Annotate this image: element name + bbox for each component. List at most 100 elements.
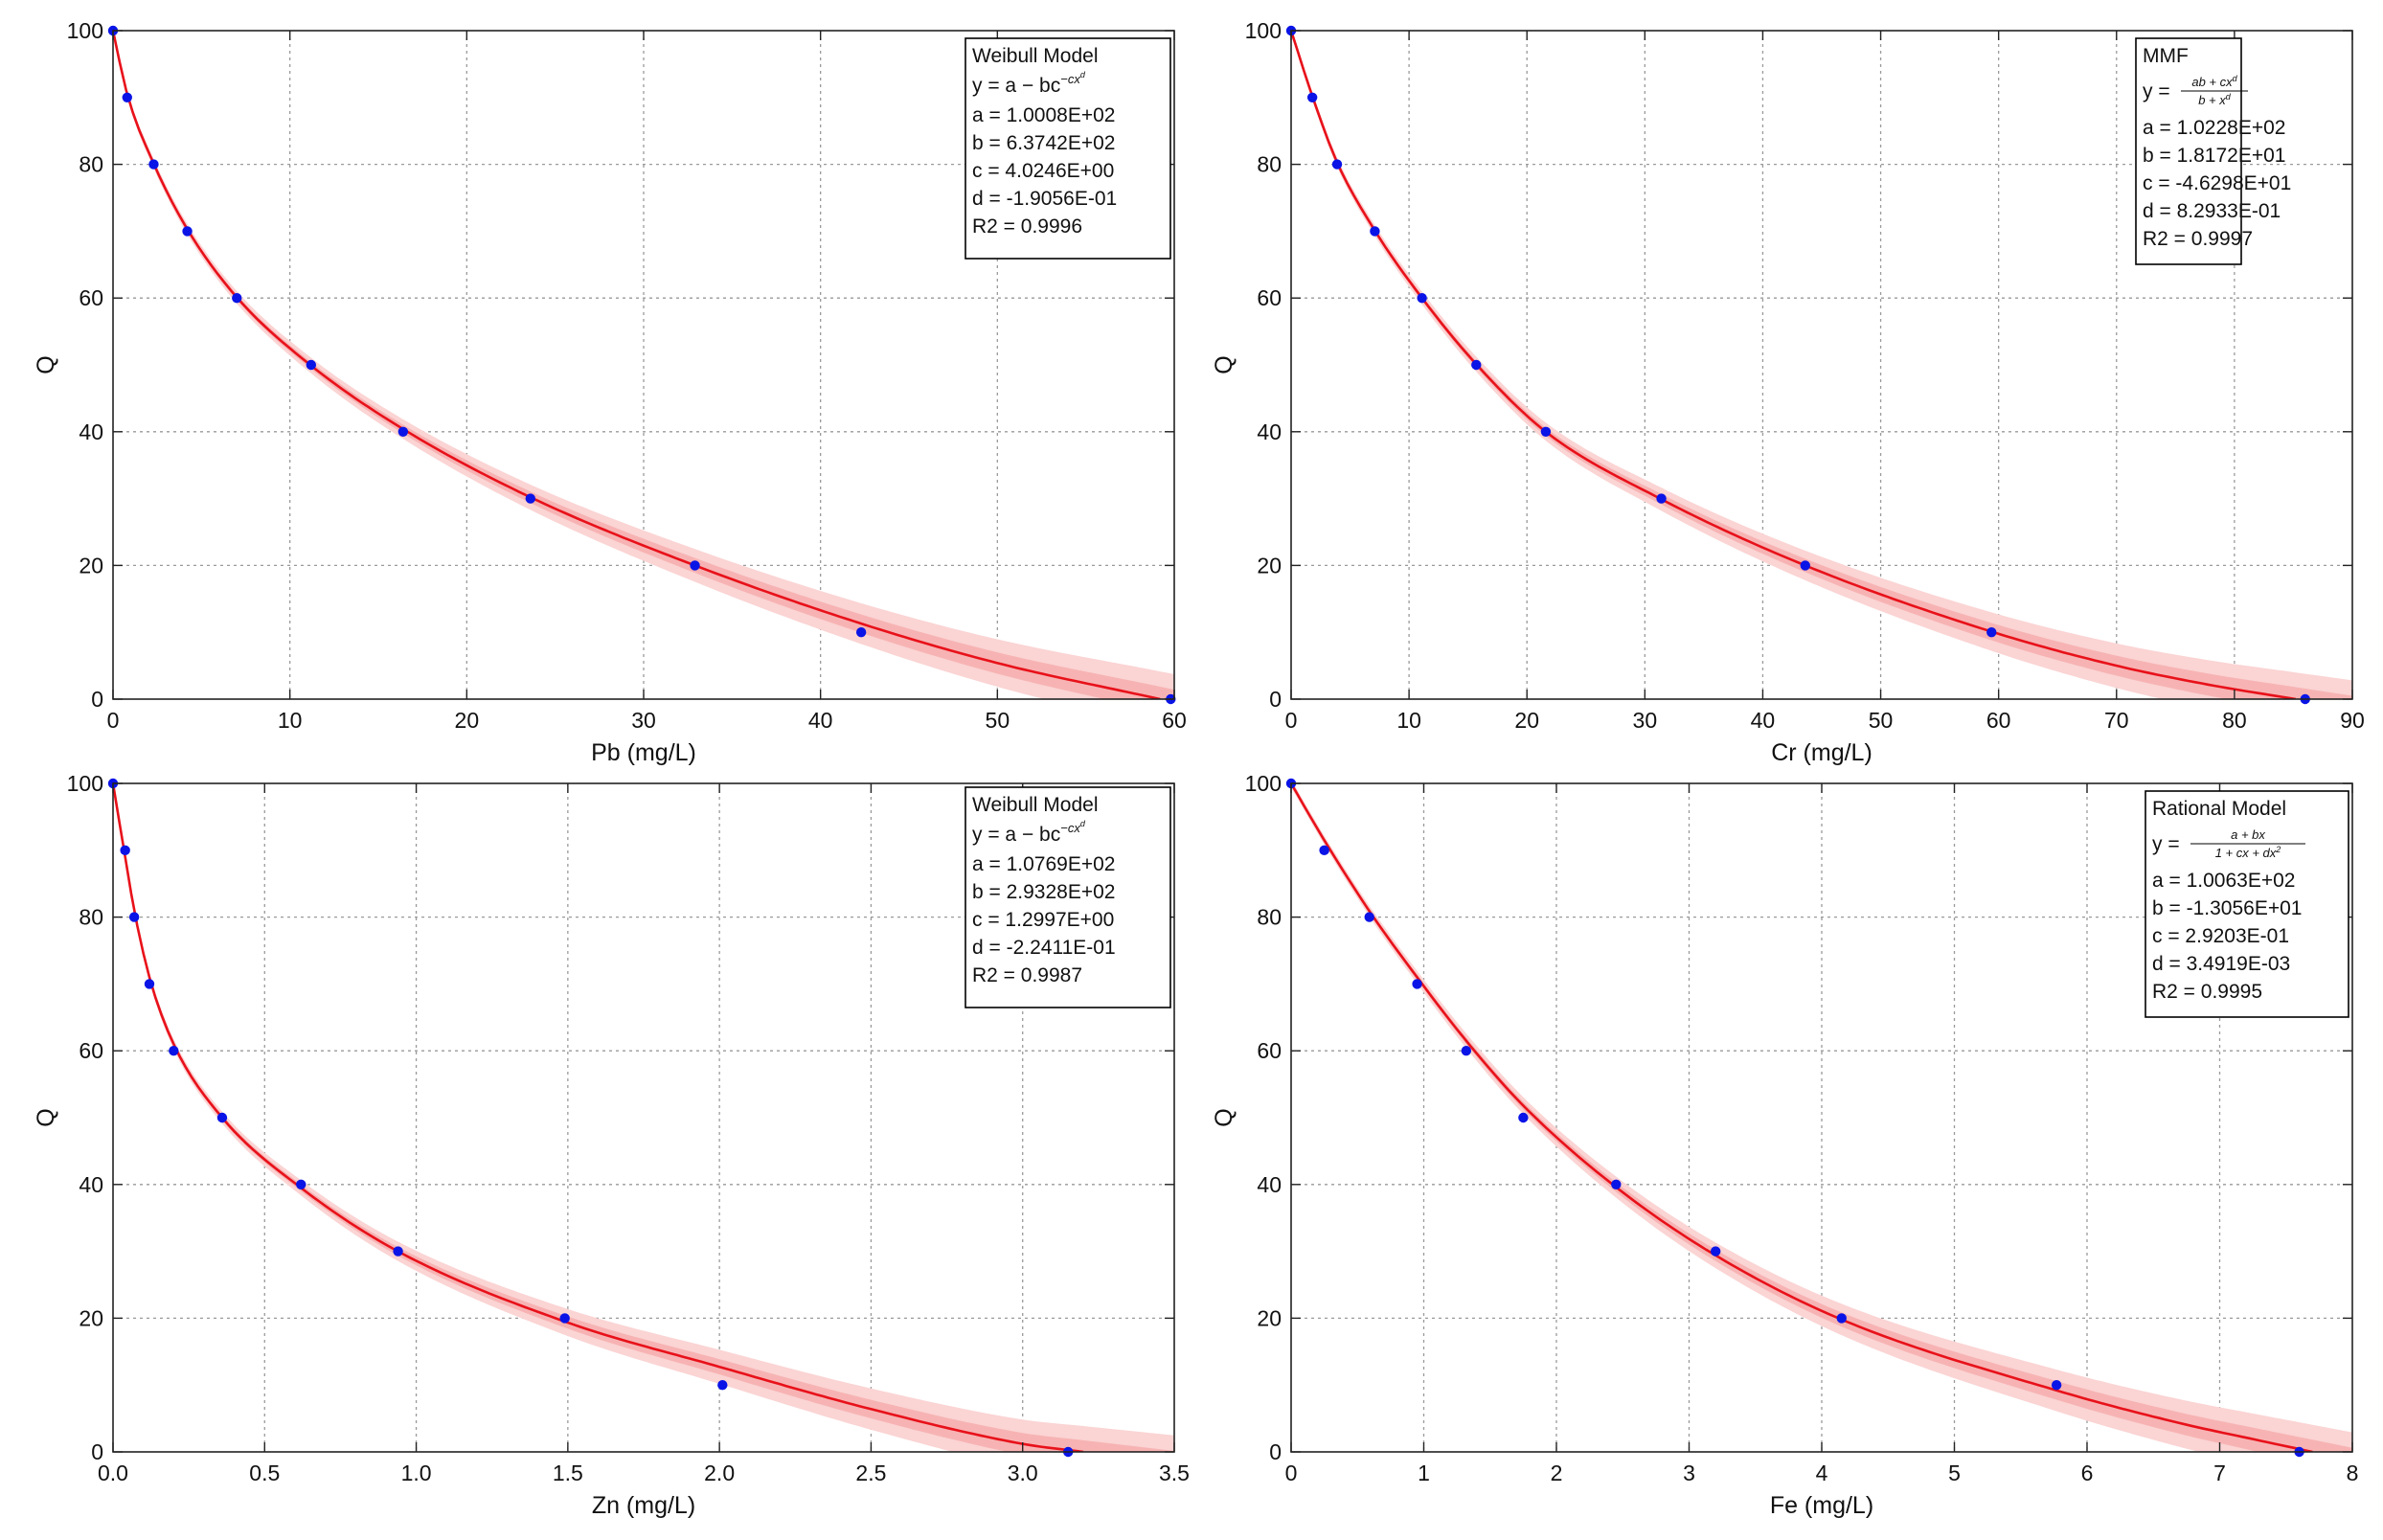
- x-tick-label: 30: [631, 708, 656, 733]
- y-tick-label: 20: [1257, 1305, 1282, 1330]
- model-parameter: d = 8.2933E-01: [2143, 200, 2281, 222]
- model-equation: y =: [2143, 80, 2170, 102]
- model-annotation-box: MMF y = ab + cxd b + xd a = 1.0228E+02 b = 1.…: [2135, 37, 2291, 265]
- data-point: [182, 226, 193, 237]
- data-point: [122, 92, 132, 103]
- annotation-frame: [965, 37, 1171, 260]
- data-point: [397, 426, 409, 437]
- x-tick-label: 3: [1683, 1461, 1695, 1485]
- x-axis-label: Cr (mg/L): [1771, 739, 1872, 766]
- data-point: [306, 359, 317, 371]
- y-tick-label: 0: [91, 1439, 103, 1464]
- model-parameter: a = 1.0228E+02: [2143, 117, 2285, 139]
- data-point: [1461, 1046, 1472, 1056]
- x-tick-label: 0: [107, 708, 120, 733]
- annotation-frame: [965, 786, 1171, 1008]
- x-tick-label: 20: [455, 708, 480, 733]
- data-point: [525, 493, 536, 504]
- data-point: [128, 912, 140, 922]
- x-tick-label: 40: [808, 708, 833, 733]
- model-parameter: R2 = 0.9996: [972, 215, 1082, 238]
- data-point: [717, 1380, 728, 1391]
- data-point: [1370, 226, 1380, 237]
- y-tick-label: 20: [79, 1305, 103, 1330]
- chart-panel-1: 0 10 20 30 40 50 60 0 20 40 60 80 100 Pb (mg/L) Q Weibu…: [33, 18, 1187, 766]
- model-parameter: c = 4.0246E+00: [972, 160, 1114, 182]
- model-title: Weibull Model: [972, 45, 1099, 67]
- model-parameter: b = 2.9328E+02: [972, 881, 1115, 903]
- data-point: [393, 1246, 403, 1257]
- model-parameter: b = 1.8172E+01: [2143, 145, 2285, 167]
- x-tick-label: 1.5: [553, 1461, 583, 1485]
- model-title: Weibull Model: [972, 794, 1099, 816]
- y-axis-label: Q: [33, 1108, 59, 1126]
- y-axis-label: Q: [33, 355, 59, 374]
- model-parameter: a = 1.0008E+02: [972, 104, 1115, 126]
- y-tick-label: 100: [1245, 771, 1282, 796]
- chart-panel-3: 0.0 0.5 1.0 1.5 2.0 2.5 3.0 3.5 0 20 40 60 80 100 Zn (…: [33, 771, 1190, 1519]
- model-parameter: R2 = 0.9987: [972, 964, 1082, 986]
- x-tick-label: 80: [2222, 708, 2247, 733]
- y-tick-label: 80: [79, 152, 103, 177]
- data-point: [1986, 627, 1997, 638]
- x-tick-label: 0: [1285, 1461, 1298, 1485]
- model-parameter: a = 1.0063E+02: [2152, 870, 2295, 892]
- data-point: [855, 627, 867, 638]
- x-tick-label: 1: [1418, 1461, 1430, 1485]
- confidence-band: [1291, 31, 2352, 699]
- data-point: [169, 1046, 179, 1056]
- ticks: 0 10 20 30 40 50 60 0 20 40 60 80 100: [67, 18, 1187, 733]
- axes-frame: [112, 782, 1175, 1453]
- data-point: [144, 979, 155, 989]
- grid: [113, 31, 1174, 699]
- x-tick-label: 0.0: [98, 1461, 128, 1485]
- y-tick-label: 0: [91, 687, 103, 712]
- x-tick-label: 70: [2104, 708, 2129, 733]
- model-title: Rational Model: [2152, 798, 2286, 820]
- x-tick-label: 10: [278, 708, 303, 733]
- model-parameter: c = -4.6298E+01: [2143, 172, 2291, 194]
- model-parameter: a = 1.0769E+02: [972, 853, 1115, 875]
- data-point: [1711, 1246, 1721, 1257]
- y-tick-label: 40: [1257, 1172, 1282, 1197]
- plot-area: [113, 783, 1174, 1452]
- y-tick-label: 20: [1257, 553, 1282, 578]
- data-point: [1417, 293, 1427, 304]
- model-parameter: R2 = 0.9997: [2143, 228, 2253, 250]
- y-tick-label: 20: [79, 553, 103, 578]
- model-parameter: c = 1.2997E+00: [972, 909, 1114, 931]
- y-tick-label: 60: [79, 1038, 103, 1063]
- chart-panel-2: 0 10 20 30 40 50 60 70 80 90 0 20 40 60 80 100 Cr (mg/L)…: [1211, 18, 2365, 766]
- y-tick-label: 40: [1257, 419, 1282, 444]
- x-tick-label: 3.5: [1159, 1461, 1190, 1485]
- data-point: [1331, 159, 1343, 170]
- data-point: [1306, 92, 1318, 103]
- x-tick-label: 30: [1633, 708, 1658, 733]
- fit-line: [1291, 31, 2297, 699]
- x-tick-label: 50: [1869, 708, 1894, 733]
- data-point: [232, 293, 242, 304]
- x-tick-label: 60: [1162, 708, 1187, 733]
- model-title: MMF: [2143, 45, 2189, 67]
- data-point: [216, 1112, 228, 1123]
- plot-area: [1291, 783, 2352, 1452]
- data-point: [1540, 426, 1552, 437]
- prediction-band: [1291, 783, 2352, 1452]
- equation-denominator: b + xd: [2198, 92, 2232, 107]
- data-point: [1656, 493, 1667, 504]
- y-tick-label: 100: [1245, 18, 1282, 43]
- x-tick-label: 6: [2081, 1461, 2094, 1485]
- y-tick-label: 40: [79, 419, 103, 444]
- axes-frame: [1290, 30, 2353, 700]
- ticks: 0 10 20 30 40 50 60 70 80 90 0 20 40 60 80 100: [1245, 18, 2365, 733]
- model-parameter: d = 3.4919E-03: [2152, 953, 2290, 975]
- y-tick-label: 0: [1269, 1439, 1282, 1464]
- data-point: [1518, 1112, 1529, 1123]
- x-tick-label: 7: [2213, 1461, 2226, 1485]
- x-tick-label: 10: [1396, 708, 1421, 733]
- grid: [113, 783, 1174, 1452]
- model-equation: y =: [2152, 833, 2180, 855]
